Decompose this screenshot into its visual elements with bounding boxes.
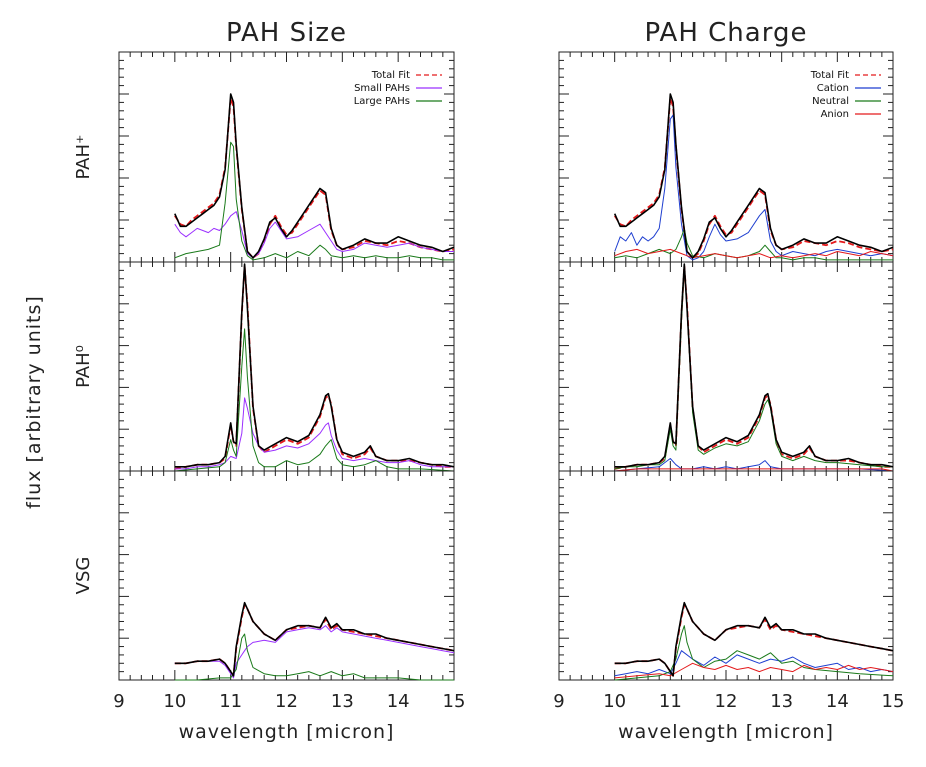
series-small-pahs [174, 625, 455, 679]
series-total-fit [614, 603, 894, 677]
series-cation [614, 650, 894, 677]
series-data [613, 93, 894, 259]
x-tick-label: 15 [882, 691, 905, 712]
x-tick-label: 9 [553, 691, 564, 712]
series-neutral [614, 625, 894, 681]
x-axis-label: wavelength [micron] [618, 721, 834, 743]
series-large-pahs [174, 328, 455, 472]
panel-1-1 [558, 261, 894, 472]
legend-label: Neutral [812, 96, 849, 107]
panel-0-1: PAH⁰ [73, 261, 455, 472]
panel-0-0: PAH⁺ [73, 51, 455, 263]
panel-0-2: VSG [73, 470, 455, 681]
series-data [614, 263, 894, 468]
series-large-pahs [174, 633, 454, 681]
x-tick-label: 9 [113, 691, 124, 712]
legend-label: Anion [821, 109, 849, 120]
legend-label: Cation [817, 83, 849, 94]
x-tick-label: 13 [331, 691, 354, 712]
x-tick-label: 10 [603, 691, 626, 712]
y-axis-label: flux [arbitrary units] [23, 295, 45, 509]
panel-frame [118, 470, 455, 681]
legend-label: Total Fit [371, 70, 410, 81]
series-total-fit [614, 265, 893, 470]
series-small-pahs [174, 397, 454, 470]
chart-title: PAH Size [226, 18, 347, 48]
legend-label: Large PAHs [354, 96, 410, 107]
series-small-pahs [174, 211, 454, 259]
series-neutral [614, 267, 893, 470]
legend-label: Small PAHs [354, 83, 410, 94]
x-axis-label: wavelength [micron] [179, 721, 395, 743]
x-tick-label: 15 [443, 691, 466, 712]
series-data [174, 601, 455, 677]
series-data [174, 263, 455, 468]
series-data [174, 93, 455, 259]
series-total-fit [174, 603, 455, 677]
legend: Total Fit Small PAHs Large PAHs [354, 70, 442, 107]
x-tick-label: 12 [715, 691, 738, 712]
x-tick-label: 13 [770, 691, 793, 712]
x-tick-label: 12 [275, 691, 298, 712]
legend-label: Total Fit [810, 70, 849, 81]
series-anion [614, 248, 894, 259]
series-total-fit [613, 97, 894, 259]
x-tick-label: 11 [219, 691, 242, 712]
series-total-fit [174, 97, 455, 259]
panel-frame [558, 261, 894, 472]
x-tick-label: 11 [659, 691, 682, 712]
series-cation [614, 114, 894, 261]
panel-frame [118, 261, 455, 472]
panel-1-2 [558, 470, 894, 681]
x-tick-label: 14 [826, 691, 849, 712]
row-label: VSG [73, 557, 94, 595]
chart-title: PAH Charge [645, 18, 808, 48]
series-anion [614, 468, 894, 472]
series-data [614, 601, 894, 677]
series-large-pahs [174, 141, 454, 261]
row-label: PAH⁺ [73, 134, 94, 179]
chart-0: PAH Size PAH⁺ PAH⁰ VSG 9 10 11 12 13 14 15 waveleng… [73, 18, 465, 743]
chart-1: PAH Charge 9 10 11 12 13 14 15 wavelength [micro… [553, 18, 904, 743]
panel-frame [558, 470, 894, 681]
x-tick-label: 10 [163, 691, 186, 712]
x-tick-label: 14 [387, 691, 410, 712]
legend: Total Fit Cation Neutral Anion [810, 70, 881, 120]
row-label: PAH⁰ [73, 345, 94, 388]
series-anion [614, 662, 894, 679]
